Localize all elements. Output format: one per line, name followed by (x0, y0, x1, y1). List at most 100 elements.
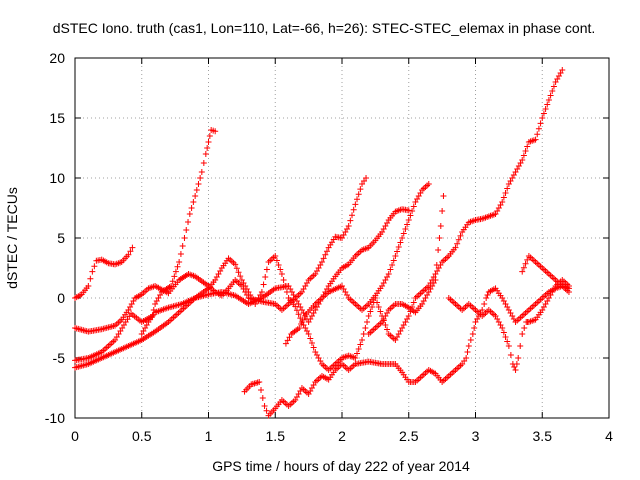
data-point (200, 160, 207, 166)
x-axis: 0 0.5 1 1.5 2 2.5 3 3.5 4 (71, 58, 613, 444)
data-point (299, 317, 306, 323)
data-point (91, 263, 98, 270)
x-tick-label: 3.5 (533, 428, 553, 444)
data-point (354, 350, 361, 357)
data-point (504, 185, 511, 192)
data-point (277, 266, 284, 273)
data-point (258, 289, 265, 295)
data-point (522, 260, 529, 267)
data-point (318, 259, 325, 265)
y-tick-label: 5 (57, 230, 65, 246)
data-point (479, 307, 486, 313)
data-point (500, 194, 507, 201)
data-point (308, 340, 315, 346)
data-point (278, 271, 285, 277)
data-point (515, 355, 522, 361)
data-point (484, 292, 491, 298)
data-point (382, 322, 389, 328)
data-point (296, 325, 303, 331)
data-point (349, 212, 356, 219)
data-point (204, 145, 211, 151)
data-point (524, 143, 531, 150)
data-point (457, 232, 464, 239)
data-point (237, 273, 244, 280)
grid (75, 58, 609, 418)
series-arc6 (282, 181, 432, 347)
data-point (206, 133, 213, 139)
data-point (463, 355, 470, 361)
data-point (362, 325, 369, 331)
data-point (410, 299, 417, 306)
data-point (409, 208, 416, 214)
data-point (404, 221, 411, 228)
data-point (176, 259, 183, 265)
data-point (565, 285, 572, 292)
data-point (369, 304, 376, 310)
series-arc10 (519, 253, 572, 292)
data-point (352, 355, 359, 361)
data-point (504, 338, 511, 345)
data-point (280, 277, 287, 283)
data-point (323, 248, 330, 255)
y-tick-label: -10 (45, 410, 65, 426)
data-point (89, 268, 96, 275)
data-point (471, 325, 478, 331)
data-point (292, 303, 299, 310)
data-point (205, 139, 212, 145)
data-point (260, 281, 267, 288)
data-point (520, 264, 527, 271)
data-point (273, 257, 280, 264)
data-point (452, 244, 459, 251)
data-point (363, 175, 370, 181)
data-point (397, 239, 404, 246)
data-point (405, 207, 412, 214)
data-point (511, 364, 518, 370)
data-point (235, 269, 242, 276)
series-arc7 (365, 193, 447, 337)
series-arc1 (72, 244, 136, 301)
data-point (172, 268, 179, 275)
data-point (168, 283, 175, 289)
data-point (519, 331, 526, 337)
data-point (507, 352, 514, 358)
data-point (298, 321, 305, 327)
data-point (87, 275, 94, 282)
data-point (400, 230, 407, 237)
data-point (375, 304, 382, 310)
data-point (185, 219, 192, 225)
data-point (263, 266, 270, 273)
data-point (232, 261, 239, 268)
data-point (399, 235, 406, 241)
data-point (387, 266, 394, 273)
data-point (545, 97, 552, 103)
data-point (534, 131, 541, 138)
y-axis: -10 -5 0 5 10 15 20 (45, 50, 609, 426)
data-point (350, 206, 357, 213)
data-point (193, 187, 200, 193)
data-point (179, 243, 186, 249)
data-point (521, 325, 528, 331)
data-point (377, 308, 384, 315)
x-tick-label: 0 (71, 428, 79, 444)
data-point (357, 341, 364, 348)
series-arc3 (72, 127, 219, 364)
data-point (198, 169, 205, 175)
data-point (435, 247, 442, 253)
data-point (537, 120, 544, 127)
data-point (305, 331, 312, 337)
data-point (365, 313, 372, 319)
data-point (129, 244, 136, 251)
data-point (384, 326, 391, 333)
data-point (212, 128, 219, 135)
data-point (532, 136, 539, 143)
data-point (389, 262, 396, 268)
data-point (505, 343, 512, 349)
x-tick-label: 4 (605, 428, 613, 444)
data-point (436, 235, 443, 241)
y-tick-label: 15 (49, 110, 65, 126)
data-point (283, 289, 290, 295)
data-point (465, 343, 472, 349)
data-point (364, 319, 371, 325)
data-point (188, 205, 195, 211)
